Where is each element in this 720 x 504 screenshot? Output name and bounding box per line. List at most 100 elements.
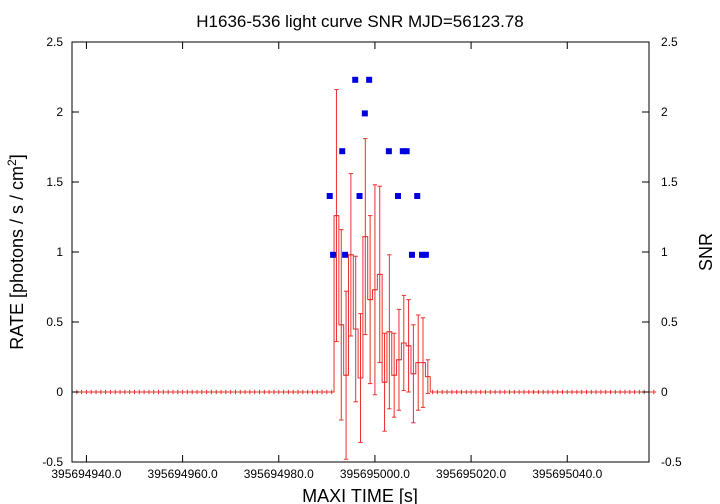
rate-point [204,389,209,395]
snr-point [414,193,421,199]
rate-point [652,389,656,395]
rate-point [180,389,185,395]
snr-point [422,251,429,258]
rate-point [228,389,233,395]
rate-point [325,389,329,395]
rate-point [416,314,421,411]
snr-point [342,251,349,258]
rate-point [551,389,555,395]
rate-point [127,389,132,395]
snr-point [356,193,363,199]
rate-point [132,389,137,395]
rate-point [570,389,574,395]
y-tick-label: 1 [56,245,63,259]
rate-point [296,389,300,395]
rate-point [334,89,339,343]
rate-point [541,389,546,395]
rate-point [195,389,199,395]
rate-point [166,389,170,395]
x-tick-label: 395695040.0 [532,467,602,481]
rate-point [464,389,469,395]
rate-point [420,317,426,408]
rate-point [171,389,175,395]
rate-point [608,389,613,395]
rate-point [363,138,368,336]
rate-point [391,332,397,418]
snr-series [326,76,429,258]
rate-point [517,389,521,395]
rate-point [589,389,594,395]
y2-axis-ticks: -0.5 0 0.5 1 1.5 2 2.5 [642,35,682,469]
rate-point [161,389,166,395]
rate-point [502,389,507,395]
rate-point [113,389,118,395]
rate-point [257,389,262,395]
y-tick-label: 0.5 [46,315,63,329]
snr-point [361,110,368,117]
x-tick-label: 395694940.0 [51,467,121,481]
snr-point [395,193,402,199]
rate-point [406,299,411,393]
x-axis-ticks: 395694940.0 395694960.0 395694980.0 3956950… [51,42,603,481]
rate-point [618,389,622,395]
rate-point [238,389,243,395]
rate-point [522,389,526,395]
snr-point [408,251,415,258]
snr-point [399,148,406,155]
rate-point [142,389,146,395]
rate-point [320,389,324,395]
rate-series [74,89,657,460]
snr-point [352,76,359,83]
rate-point [546,389,550,395]
snr-point [403,148,410,155]
snr-point [419,251,426,258]
rate-point [224,389,228,395]
rate-point [252,389,257,395]
rate-point [233,389,238,395]
x-tick-label: 395694980.0 [244,467,314,481]
rate-point [372,184,378,396]
rate-point [637,389,642,395]
y2-tick-label: 2 [661,105,668,119]
y2-tick-label: 0 [661,385,668,399]
y2-axis-title: SNR [696,233,716,271]
rate-point [272,389,276,395]
rate-point [305,389,310,395]
rate-point [411,324,416,424]
rate-point [301,389,305,395]
rate-point [185,389,190,395]
x-tick-label: 395695000.0 [340,467,410,481]
rate-point [445,389,449,395]
rate-point [84,389,89,395]
rate-point [488,389,493,395]
rate-point [450,389,454,395]
rate-point [123,389,127,395]
y-axis-title-superscript: 2 [5,159,19,166]
rate-point [343,290,349,460]
rate-point [219,389,223,395]
rate-point [190,389,195,395]
rate-point [209,389,214,395]
y-tick-label: 0 [56,385,63,399]
rate-point [175,389,180,395]
y2-tick-label: 1.5 [661,175,678,189]
rate-point [440,389,445,395]
rate-point [531,389,536,395]
x-axis-title: MAXI TIME [s] [302,486,418,504]
rate-point [248,389,252,395]
rate-point [555,389,560,395]
rate-point [603,389,608,395]
rate-point [99,389,103,395]
rate-point [281,389,286,395]
rate-point [267,389,271,395]
rate-point [137,389,142,395]
rate-point [396,308,402,411]
y-axis-title-prefix: RATE [photons / s / cm [7,166,27,350]
rate-point [430,389,435,395]
rate-point [632,389,637,395]
rate-point [315,389,320,395]
rate-point [599,389,603,395]
rate-point [276,389,281,395]
rate-point [613,389,618,395]
